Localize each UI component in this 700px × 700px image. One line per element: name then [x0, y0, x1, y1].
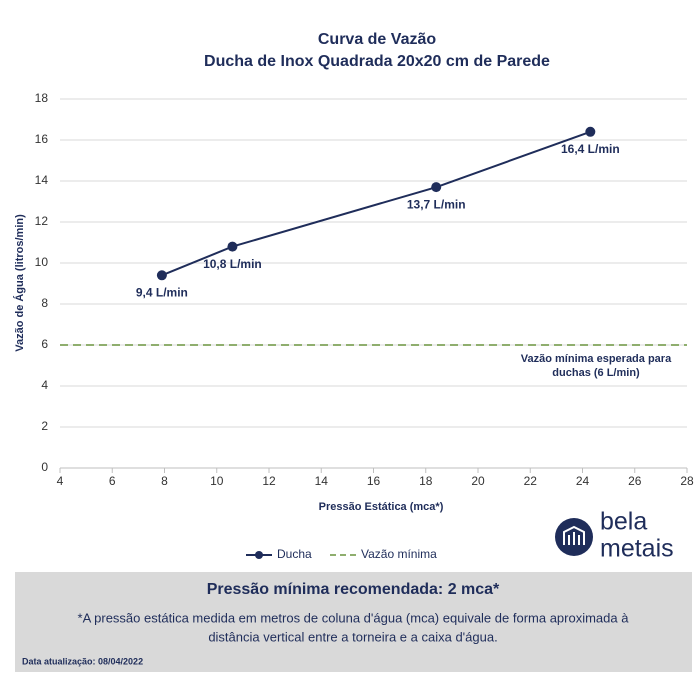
- footer-title: Pressão mínima recomendada: 2 mca*: [207, 581, 500, 598]
- y-axis-label: Vazão de Água (litros/min): [13, 214, 26, 352]
- x-tick-label: 26: [628, 474, 642, 488]
- x-tick-label: 14: [315, 474, 329, 488]
- y-tick-label: 0: [41, 460, 48, 474]
- data-point: [156, 270, 167, 281]
- x-tick-label: 16: [367, 474, 381, 488]
- data-point: [227, 241, 238, 252]
- logo-text: bela: [600, 508, 647, 536]
- x-tick-label: 12: [262, 474, 276, 488]
- data-point: [585, 126, 596, 137]
- series-line: [161, 130, 591, 277]
- x-tick-label: 28: [680, 474, 694, 488]
- y-tick-label: 12: [35, 214, 49, 228]
- logo-glyph: [563, 525, 585, 545]
- y-tick-label: 10: [35, 255, 49, 269]
- y-tick-label: 8: [41, 296, 48, 310]
- x-tick-label: 4: [57, 474, 64, 488]
- data-label: 10,8 L/min: [203, 257, 262, 271]
- x-tick-label: 10: [210, 474, 224, 488]
- x-axis-label: Pressão Estática (mca*): [319, 501, 444, 513]
- footer-note: distância vertical entre a torneira e a …: [208, 629, 497, 644]
- data-label: 9,4 L/min: [136, 285, 188, 299]
- x-tick-label: 22: [524, 474, 538, 488]
- y-tick-label: 6: [41, 337, 48, 351]
- y-tick-label: 2: [41, 419, 48, 433]
- x-tick-label: 6: [109, 474, 116, 488]
- logo: bela metais: [555, 508, 674, 563]
- logo-text: metais: [600, 535, 674, 563]
- x-tick-label: 8: [161, 474, 168, 488]
- y-tick-label: 14: [35, 173, 49, 187]
- x-tick-label: 20: [471, 474, 485, 488]
- data-label: 13,7 L/min: [407, 197, 466, 211]
- footer-note: *A pressão estática medida em metros de …: [78, 610, 630, 625]
- y-tick-label: 4: [41, 378, 48, 392]
- chart-title: Curva de Vazão: [318, 31, 437, 48]
- data-point: [431, 182, 442, 193]
- legend-label: Vazão mínima: [361, 547, 437, 561]
- y-tick-label: 18: [35, 91, 49, 105]
- chart-subtitle: Ducha de Inox Quadrada 20x20 cm de Pared…: [204, 53, 550, 70]
- x-tick-label: 18: [419, 474, 433, 488]
- legend-marker: [255, 551, 263, 559]
- legend-label: Ducha: [277, 547, 312, 561]
- annotation: duchas (6 L/min): [552, 367, 640, 379]
- footer-date: Data atualização: 08/04/2022: [22, 656, 143, 666]
- footer-box: [15, 572, 692, 672]
- x-tick-label: 24: [576, 474, 590, 488]
- data-label: 16,4 L/min: [561, 142, 620, 156]
- annotation: Vazão mínima esperada para: [521, 353, 672, 365]
- y-tick-label: 16: [35, 132, 49, 146]
